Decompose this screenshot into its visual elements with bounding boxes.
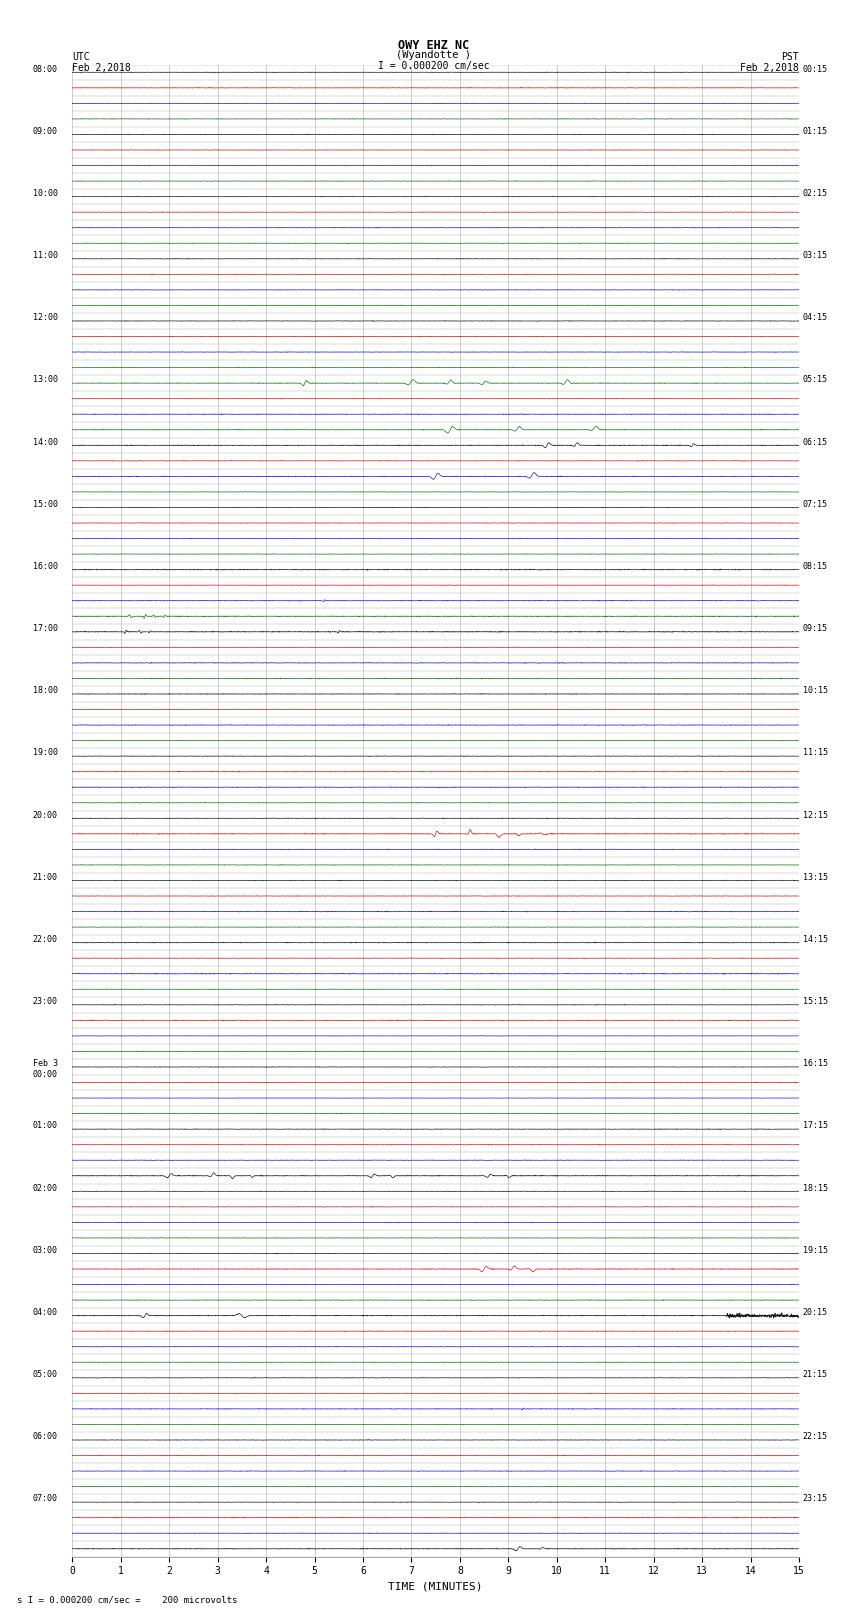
Text: 03:15: 03:15 bbox=[802, 252, 828, 260]
Text: 14:15: 14:15 bbox=[802, 936, 828, 944]
Text: 09:00: 09:00 bbox=[32, 127, 58, 135]
Text: 17:00: 17:00 bbox=[32, 624, 58, 632]
Text: 16:00: 16:00 bbox=[32, 561, 58, 571]
Text: 18:15: 18:15 bbox=[802, 1184, 828, 1192]
Text: 01:00: 01:00 bbox=[32, 1121, 58, 1131]
Text: 07:15: 07:15 bbox=[802, 500, 828, 508]
Text: 13:00: 13:00 bbox=[32, 376, 58, 384]
Text: PST
Feb 2,2018: PST Feb 2,2018 bbox=[740, 52, 799, 73]
Text: 01:15: 01:15 bbox=[802, 127, 828, 135]
Text: 10:15: 10:15 bbox=[802, 686, 828, 695]
Text: 05:00: 05:00 bbox=[32, 1369, 58, 1379]
Text: 23:00: 23:00 bbox=[32, 997, 58, 1007]
Text: 06:15: 06:15 bbox=[802, 437, 828, 447]
Text: 05:15: 05:15 bbox=[802, 376, 828, 384]
Text: 22:15: 22:15 bbox=[802, 1432, 828, 1440]
Text: s I = 0.000200 cm/sec =    200 microvolts: s I = 0.000200 cm/sec = 200 microvolts bbox=[17, 1595, 237, 1605]
Text: Feb 3
00:00: Feb 3 00:00 bbox=[32, 1060, 58, 1079]
Text: 12:15: 12:15 bbox=[802, 811, 828, 819]
Text: 04:15: 04:15 bbox=[802, 313, 828, 323]
Text: 07:00: 07:00 bbox=[32, 1494, 58, 1503]
Text: 14:00: 14:00 bbox=[32, 437, 58, 447]
Text: 16:15: 16:15 bbox=[802, 1060, 828, 1068]
Text: 04:00: 04:00 bbox=[32, 1308, 58, 1316]
Text: 23:15: 23:15 bbox=[802, 1494, 828, 1503]
Text: I = 0.000200 cm/sec: I = 0.000200 cm/sec bbox=[377, 61, 490, 71]
Text: 13:15: 13:15 bbox=[802, 873, 828, 882]
Text: 06:00: 06:00 bbox=[32, 1432, 58, 1440]
Text: 22:00: 22:00 bbox=[32, 936, 58, 944]
Text: UTC
Feb 2,2018: UTC Feb 2,2018 bbox=[72, 52, 131, 73]
Text: 20:15: 20:15 bbox=[802, 1308, 828, 1316]
Text: OWY EHZ NC: OWY EHZ NC bbox=[398, 39, 469, 52]
Text: 17:15: 17:15 bbox=[802, 1121, 828, 1131]
Text: 15:00: 15:00 bbox=[32, 500, 58, 508]
Text: 11:15: 11:15 bbox=[802, 748, 828, 758]
Text: 21:15: 21:15 bbox=[802, 1369, 828, 1379]
Text: 02:15: 02:15 bbox=[802, 189, 828, 198]
Text: (Wyandotte ): (Wyandotte ) bbox=[396, 50, 471, 60]
Text: 10:00: 10:00 bbox=[32, 189, 58, 198]
Text: 21:00: 21:00 bbox=[32, 873, 58, 882]
Text: 12:00: 12:00 bbox=[32, 313, 58, 323]
Text: 19:15: 19:15 bbox=[802, 1245, 828, 1255]
Text: 19:00: 19:00 bbox=[32, 748, 58, 758]
X-axis label: TIME (MINUTES): TIME (MINUTES) bbox=[388, 1582, 483, 1592]
Text: 09:15: 09:15 bbox=[802, 624, 828, 632]
Text: 08:00: 08:00 bbox=[32, 65, 58, 74]
Text: 03:00: 03:00 bbox=[32, 1245, 58, 1255]
Text: 02:00: 02:00 bbox=[32, 1184, 58, 1192]
Text: 18:00: 18:00 bbox=[32, 686, 58, 695]
Text: 00:15: 00:15 bbox=[802, 65, 828, 74]
Text: 08:15: 08:15 bbox=[802, 561, 828, 571]
Text: 20:00: 20:00 bbox=[32, 811, 58, 819]
Text: 15:15: 15:15 bbox=[802, 997, 828, 1007]
Text: 11:00: 11:00 bbox=[32, 252, 58, 260]
